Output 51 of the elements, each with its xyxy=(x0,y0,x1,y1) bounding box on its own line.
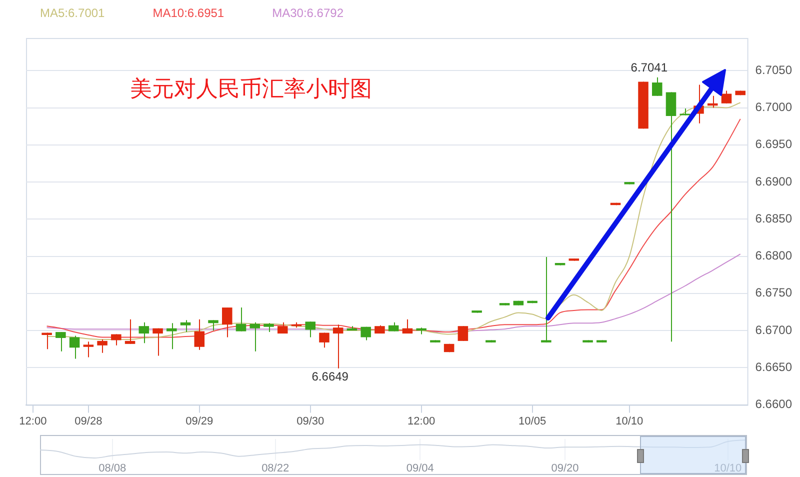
candlestick xyxy=(652,76,662,96)
y-tick-label: 6.6700 xyxy=(755,322,792,337)
x-tick-label: 10/10 xyxy=(616,415,644,428)
x-tick-label: 10/05 xyxy=(518,415,546,428)
x-tick-label: 08/08 xyxy=(98,462,126,474)
candlestick xyxy=(596,340,607,343)
y-tick-label: 6.6950 xyxy=(755,137,792,152)
y-tick-label: 6.6600 xyxy=(755,397,792,412)
candlestick xyxy=(56,332,66,352)
candlestick xyxy=(430,340,440,343)
candlestick xyxy=(305,321,316,338)
text: MA30:6.6792 xyxy=(272,6,344,20)
candlestick xyxy=(486,340,496,343)
y-tick-label: 6.6850 xyxy=(755,211,792,226)
text: MA5:6.7001 xyxy=(40,6,105,20)
candlestick xyxy=(541,256,552,343)
candlestick xyxy=(97,338,108,354)
y-tick-label: 6.6900 xyxy=(755,174,792,188)
y-tick-label: 6.6800 xyxy=(755,248,792,263)
x-tick-label: 12:00 xyxy=(19,415,47,428)
x-tick-label: 08/22 xyxy=(262,462,290,474)
candlestick xyxy=(83,341,94,358)
candlestick xyxy=(735,90,746,96)
candlestick xyxy=(499,302,510,306)
text: 美元对人民币汇率小时图 xyxy=(130,76,372,102)
y-tick-label: 6.7050 xyxy=(755,62,792,77)
annotation: 6.6649 xyxy=(312,370,349,384)
candlestick xyxy=(264,322,274,333)
candlestick xyxy=(374,324,385,334)
candlestick xyxy=(319,332,330,348)
y-tick-label: 6.7000 xyxy=(755,100,792,114)
candlestick xyxy=(680,108,690,116)
y-tick-label: 6.6650 xyxy=(755,360,792,374)
x-tick-label: 09/30 xyxy=(296,415,324,428)
candlestick xyxy=(624,182,635,185)
x-tick-label: 09/29 xyxy=(186,415,214,428)
text: MA10:6.6951 xyxy=(152,6,224,20)
x-tick-label: 12:00 xyxy=(408,415,436,428)
candlestick xyxy=(638,81,648,130)
candlestick xyxy=(582,340,593,343)
x-tick-label: 09/04 xyxy=(406,462,434,474)
candlestick xyxy=(222,307,232,338)
x-tick-label: 09/28 xyxy=(74,415,102,428)
candlestick xyxy=(208,320,218,332)
candlestick xyxy=(166,322,177,350)
annotation: 6.7041 xyxy=(630,60,668,75)
x-tick-label: 09/20 xyxy=(551,462,579,474)
candlestick xyxy=(250,322,260,352)
candlestick xyxy=(568,258,580,262)
candlestick xyxy=(721,90,732,104)
y-tick-label: 6.6750 xyxy=(755,286,792,300)
